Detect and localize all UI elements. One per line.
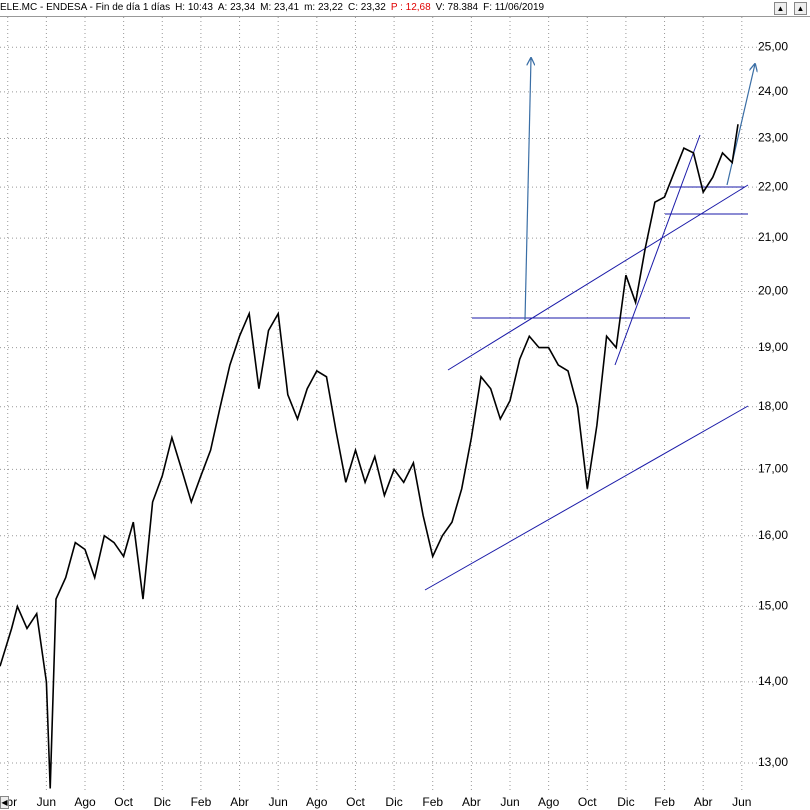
header-field: m: 23,22	[304, 2, 343, 13]
y-tick-label: 14,00	[758, 674, 788, 688]
x-tick-label: Dic	[617, 795, 634, 809]
x-tick-label: Feb	[422, 795, 443, 809]
trend-line	[447, 184, 749, 371]
x-tick-label: Jun	[37, 795, 56, 809]
x-tick-label: Jun	[500, 795, 519, 809]
y-tick-label: 17,00	[758, 462, 788, 476]
y-tick-label: 24,00	[758, 84, 788, 98]
grid	[0, 17, 765, 792]
x-tick-label: Feb	[191, 795, 212, 809]
x-tick-label: Oct	[114, 795, 133, 809]
x-tick-label: Abr	[462, 795, 481, 809]
scroll-down-button[interactable]: ▲	[794, 2, 807, 15]
header-field: H: 10:43	[175, 2, 213, 13]
x-tick-label: Dic	[154, 795, 171, 809]
x-tick-label: Ago	[306, 795, 328, 809]
x-tick-label: Ago	[74, 795, 96, 809]
header-field: V: 78.384	[435, 2, 479, 13]
header: ELE.MC - ENDESA - Fin de día 1 días H: 10…	[0, 0, 810, 17]
header-field: C: 23,32	[348, 2, 386, 13]
x-tick-label: Ago	[538, 795, 560, 809]
y-tick-label: 23,00	[758, 131, 788, 145]
y-tick-label: 13,00	[758, 755, 788, 769]
price-line	[0, 124, 739, 789]
header-field: ELE.MC - ENDESA - Fin de día 1 días	[0, 2, 171, 13]
x-tick-label: Jun	[732, 795, 751, 809]
x-tick-label: Abr	[694, 795, 713, 809]
trend-line	[614, 134, 701, 366]
y-tick-label: 16,00	[758, 528, 788, 542]
scroll-up-button[interactable]: ▲	[774, 2, 787, 15]
x-tick-label: Abr	[230, 795, 249, 809]
header-field: F: 11/06/2019	[483, 2, 545, 13]
arrow	[524, 58, 531, 321]
x-tick-label: Feb	[654, 795, 675, 809]
header-field: M: 23,41	[260, 2, 300, 13]
scroll-left-button[interactable]: ◀	[0, 796, 9, 809]
trend-line	[424, 405, 749, 591]
header-field: A: 23,34	[217, 2, 256, 13]
x-tick-label: Oct	[346, 795, 365, 809]
y-tick-label: 25,00	[758, 39, 788, 53]
y-tick-label: 18,00	[758, 399, 788, 413]
trend-lines	[424, 58, 755, 591]
y-tick-label: 21,00	[758, 230, 788, 244]
x-tick-label: Oct	[578, 795, 597, 809]
y-tick-label: 22,00	[758, 179, 788, 193]
arrow	[726, 64, 755, 186]
y-tick-label: 20,00	[758, 284, 788, 298]
y-tick-label: 19,00	[758, 340, 788, 354]
x-tick-label: Jun	[269, 795, 288, 809]
y-tick-label: 15,00	[758, 599, 788, 613]
header-field: P : 12,68	[390, 2, 431, 13]
x-tick-label: Dic	[385, 795, 402, 809]
